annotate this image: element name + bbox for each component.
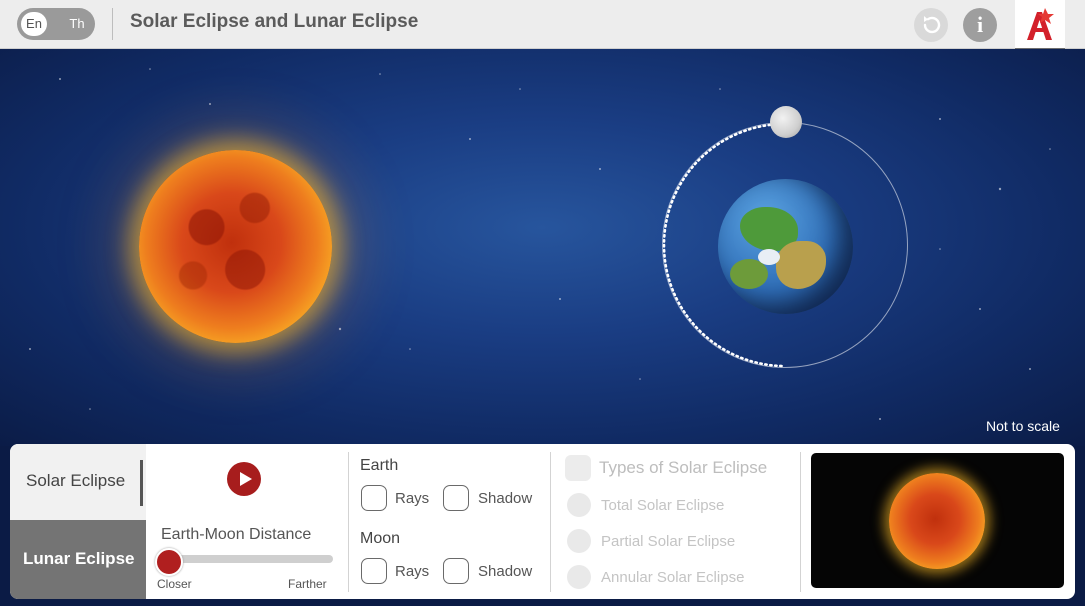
earth-land	[758, 249, 780, 265]
play-button[interactable]	[227, 462, 261, 496]
farther-label: Farther	[288, 577, 327, 591]
reset-icon	[923, 16, 941, 34]
section-divider	[550, 452, 551, 592]
moon-shadow-checkbox[interactable]	[443, 558, 469, 584]
info-icon: i	[976, 12, 984, 37]
not-to-scale-note: Not to scale	[986, 418, 1060, 434]
closer-label: Closer	[157, 577, 192, 591]
tab-solar-eclipse[interactable]: Solar Eclipse	[10, 444, 146, 520]
earth-shadow-label: Shadow	[478, 490, 533, 507]
partial-solar-eclipse-radio[interactable]	[567, 529, 591, 553]
logo-icon	[1027, 8, 1054, 40]
moon-group-title: Moon	[360, 530, 401, 547]
moon[interactable]	[770, 106, 802, 138]
info-button[interactable]: i	[963, 8, 997, 42]
annular-solar-eclipse-radio[interactable]	[567, 565, 591, 589]
earth-shadow-checkbox[interactable]	[443, 485, 469, 511]
sun-texture	[139, 150, 332, 343]
earth-moon-distance-slider[interactable]	[165, 555, 333, 563]
types-solar-eclipse-checkbox[interactable]	[565, 455, 591, 481]
earth-rays-checkbox[interactable]	[361, 485, 387, 511]
tab-indicator	[140, 460, 143, 506]
eclipse-preview	[811, 453, 1064, 588]
partial-solar-eclipse-label: Partial Solar Eclipse	[601, 533, 736, 550]
earth[interactable]	[718, 179, 853, 314]
play-icon	[240, 472, 252, 486]
tab-solar-label: Solar Eclipse	[26, 471, 126, 490]
logo	[1015, 0, 1065, 48]
moon-rays-label: Rays	[395, 563, 430, 580]
moon-rays-checkbox[interactable]	[361, 558, 387, 584]
annular-solar-eclipse-label: Annular Solar Eclipse	[601, 569, 745, 586]
language-toggle[interactable]: En Th	[17, 8, 95, 40]
tab-lunar-eclipse[interactable]: Lunar Eclipse	[10, 520, 146, 599]
simulation-scene: Not to scale	[0, 49, 1085, 446]
lang-th-option[interactable]: Th	[69, 16, 85, 31]
sun	[139, 150, 332, 343]
earth-rays-label: Rays	[395, 490, 430, 507]
control-panel: Solar Eclipse Lunar Eclipse Earth-Moon D…	[10, 444, 1075, 599]
moon-shadow-label: Shadow	[478, 563, 533, 580]
reset-button[interactable]	[914, 8, 948, 42]
star-field	[29, 68, 1051, 420]
earth-land	[776, 241, 826, 289]
earth-land	[730, 259, 768, 289]
moon-orbit-path-dotted	[662, 122, 787, 368]
earth-group-title: Earth	[360, 457, 399, 474]
tab-lunar-label: Lunar Eclipse	[23, 549, 135, 568]
earth-moon-distance-label: Earth-Moon Distance	[161, 526, 312, 543]
slider-handle[interactable]	[155, 548, 183, 576]
top-bar: En Th Solar Eclipse and Lunar Eclipse i …	[0, 0, 1085, 74]
types-solar-eclipse-label: Types of Solar Eclipse	[599, 458, 768, 477]
section-divider	[348, 452, 349, 592]
section-divider	[800, 452, 801, 592]
lang-en-option[interactable]: En	[21, 12, 47, 36]
total-solar-eclipse-radio[interactable]	[567, 493, 591, 517]
total-solar-eclipse-label: Total Solar Eclipse	[601, 497, 725, 514]
preview-sun	[889, 473, 985, 569]
page-title: Solar Eclipse and Lunar Eclipse	[130, 11, 419, 32]
header-divider	[112, 8, 113, 40]
